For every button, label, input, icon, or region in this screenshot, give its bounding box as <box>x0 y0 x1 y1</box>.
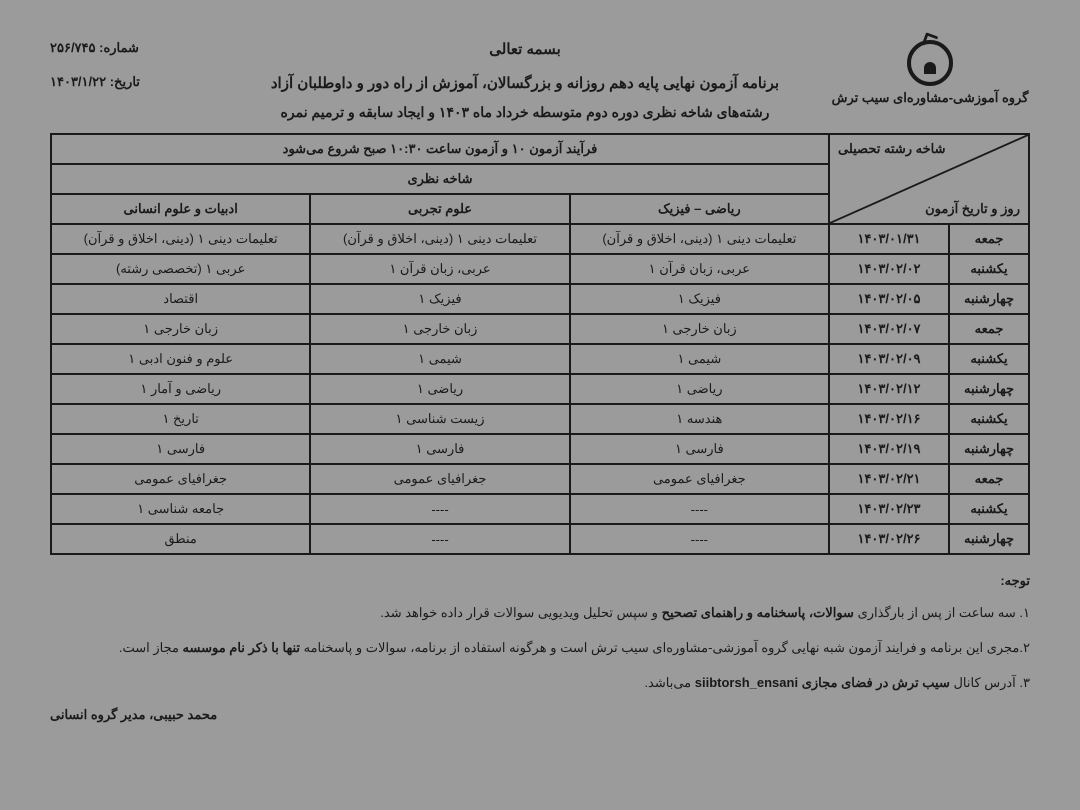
subject-cell: تعلیمات دینی ۱ (دینی، اخلاق و قرآن) <box>570 224 829 254</box>
subject-cell: ---- <box>570 494 829 524</box>
signature: محمد حبیبی، مدیر گروه انسانی <box>50 707 1030 723</box>
institution-name: گروه آموزشی-مشاوره‌ای سیب ترش <box>830 90 1030 106</box>
doc-number: شماره: ۲۵۶/۷۴۵ <box>50 40 220 56</box>
day-cell: چهارشنبه <box>949 524 1029 554</box>
day-cell: چهارشنبه <box>949 434 1029 464</box>
subject-cell: زبان خارجی ۱ <box>51 314 310 344</box>
note-3: ۳. آدرس کانال سیب ترش در فضای مجازی siib… <box>50 673 1030 694</box>
subject-cell: منطق <box>51 524 310 554</box>
logo-block: گروه آموزشی-مشاوره‌ای سیب ترش <box>830 40 1030 106</box>
date-cell: ۱۴۰۳/۰۲/۲۶ <box>829 524 949 554</box>
table-row: جمعه۱۴۰۳/۰۱/۳۱تعلیمات دینی ۱ (دینی، اخلا… <box>51 224 1029 254</box>
date-cell: ۱۴۰۳/۰۲/۲۱ <box>829 464 949 494</box>
day-cell: یکشنبه <box>949 254 1029 284</box>
date-cell: ۱۴۰۳/۰۲/۲۳ <box>829 494 949 524</box>
table-row: یکشنبه۱۴۰۳/۰۲/۰۹شیمی ۱شیمی ۱علوم و فنون … <box>51 344 1029 374</box>
subject-cell: اقتصاد <box>51 284 310 314</box>
subject-cell: زیست شناسی ۱ <box>310 404 569 434</box>
date-cell: ۱۴۰۳/۰۲/۰۹ <box>829 344 949 374</box>
day-cell: چهارشنبه <box>949 284 1029 314</box>
day-cell: جمعه <box>949 314 1029 344</box>
subject-cell: فیزیک ۱ <box>310 284 569 314</box>
table-row: چهارشنبه۱۴۰۳/۰۲/۱۲ریاضی ۱ریاضی ۱ریاضی و … <box>51 374 1029 404</box>
table-row: چهارشنبه۱۴۰۳/۰۲/۰۵فیزیک ۱فیزیک ۱اقتصاد <box>51 284 1029 314</box>
subject-cell: هندسه ۱ <box>570 404 829 434</box>
col-science: علوم تجربی <box>310 194 569 224</box>
notes-title: توجه: <box>50 573 1030 589</box>
subject-cell: جغرافیای عمومی <box>570 464 829 494</box>
table-row: چهارشنبه۱۴۰۳/۰۲/۱۹فارسی ۱فارسی ۱فارسی ۱ <box>51 434 1029 464</box>
date-cell: ۱۴۰۳/۰۲/۰۲ <box>829 254 949 284</box>
subject-cell: جامعه شناسی ۱ <box>51 494 310 524</box>
diag-bottom-label: روز و تاریخ آزمون <box>925 201 1020 217</box>
table-row: چهارشنبه۱۴۰۳/۰۲/۲۶--------منطق <box>51 524 1029 554</box>
date-cell: ۱۴۰۳/۰۲/۱۲ <box>829 374 949 404</box>
day-cell: جمعه <box>949 224 1029 254</box>
subject-cell: شیمی ۱ <box>570 344 829 374</box>
meta-block: شماره: ۲۵۶/۷۴۵ تاریخ: ۱۴۰۳/۱/۲۲ <box>50 40 220 108</box>
col-humanities: ادبیات و علوم انسانی <box>51 194 310 224</box>
subject-cell: ریاضی و آمار ۱ <box>51 374 310 404</box>
note-1: ۱. سه ساعت از پس از بارگذاری سوالات، پاس… <box>50 603 1030 624</box>
table-row: جمعه۱۴۰۳/۰۲/۰۷زبان خارجی ۱زبان خارجی ۱زب… <box>51 314 1029 344</box>
day-cell: جمعه <box>949 464 1029 494</box>
document-header: گروه آموزشی-مشاوره‌ای سیب ترش بسمه تعالی… <box>50 40 1030 121</box>
date-cell: ۱۴۰۳/۰۲/۱۶ <box>829 404 949 434</box>
subject-cell: ---- <box>310 494 569 524</box>
subject-cell: زبان خارجی ۱ <box>570 314 829 344</box>
table-row: یکشنبه۱۴۰۳/۰۲/۱۶هندسه ۱زیست شناسی ۱تاریخ… <box>51 404 1029 434</box>
subject-cell: تعلیمات دینی ۱ (دینی، اخلاق و قرآن) <box>310 224 569 254</box>
subject-cell: تاریخ ۱ <box>51 404 310 434</box>
subject-cell: تعلیمات دینی ۱ (دینی، اخلاق و قرآن) <box>51 224 310 254</box>
exam-schedule-table: شاخه رشته تحصیلی روز و تاریخ آزمون فرآین… <box>50 133 1030 555</box>
subject-cell: زبان خارجی ۱ <box>310 314 569 344</box>
diagonal-header: شاخه رشته تحصیلی روز و تاریخ آزمون <box>829 134 1029 224</box>
subject-cell: فیزیک ۱ <box>570 284 829 314</box>
subject-cell: فارسی ۱ <box>51 434 310 464</box>
date-cell: ۱۴۰۳/۰۲/۱۹ <box>829 434 949 464</box>
branch-header: شاخه نظری <box>51 164 829 194</box>
sub-title: رشته‌های شاخه نظری دوره دوم متوسطه خرداد… <box>220 104 830 121</box>
date-cell: ۱۴۰۳/۰۱/۳۱ <box>829 224 949 254</box>
table-row: یکشنبه۱۴۰۳/۰۲/۰۲عربی، زبان قرآن ۱عربی، ز… <box>51 254 1029 284</box>
subject-cell: شیمی ۱ <box>310 344 569 374</box>
process-header: فرآیند آزمون ۱۰ و آزمون ساعت ۱۰:۳۰ صبح ش… <box>51 134 829 164</box>
subject-cell: فارسی ۱ <box>310 434 569 464</box>
subject-cell: فارسی ۱ <box>570 434 829 464</box>
subject-cell: ---- <box>310 524 569 554</box>
subject-cell: علوم و فنون ادبی ۱ <box>51 344 310 374</box>
bismillah: بسمه تعالی <box>220 40 830 58</box>
table-row: جمعه۱۴۰۳/۰۲/۲۱جغرافیای عمومیجغرافیای عمو… <box>51 464 1029 494</box>
date-cell: ۱۴۰۳/۰۲/۰۷ <box>829 314 949 344</box>
diag-top-label: شاخه رشته تحصیلی <box>838 141 946 157</box>
notes-section: توجه: ۱. سه ساعت از پس از بارگذاری سوالا… <box>50 573 1030 693</box>
table-row: یکشنبه۱۴۰۳/۰۲/۲۳--------جامعه شناسی ۱ <box>51 494 1029 524</box>
subject-cell: عربی، زبان قرآن ۱ <box>570 254 829 284</box>
day-cell: یکشنبه <box>949 404 1029 434</box>
col-math: ریاضی – فیزیک <box>570 194 829 224</box>
subject-cell: عربی ۱ (تخصصی رشته) <box>51 254 310 284</box>
title-block: بسمه تعالی برنامه آزمون نهایی پایه دهم ر… <box>220 40 830 121</box>
main-title: برنامه آزمون نهایی پایه دهم روزانه و بزر… <box>220 74 830 92</box>
subject-cell: عربی، زبان قرآن ۱ <box>310 254 569 284</box>
apple-logo-icon <box>907 40 953 86</box>
subject-cell: جغرافیای عمومی <box>310 464 569 494</box>
doc-date: تاریخ: ۱۴۰۳/۱/۲۲ <box>50 74 220 90</box>
subject-cell: ریاضی ۱ <box>570 374 829 404</box>
day-cell: چهارشنبه <box>949 374 1029 404</box>
day-cell: یکشنبه <box>949 344 1029 374</box>
day-cell: یکشنبه <box>949 494 1029 524</box>
date-cell: ۱۴۰۳/۰۲/۰۵ <box>829 284 949 314</box>
note-2: ۲.مجری این برنامه و فرایند آزمون شبه نها… <box>50 638 1030 659</box>
subject-cell: ---- <box>570 524 829 554</box>
subject-cell: ریاضی ۱ <box>310 374 569 404</box>
subject-cell: جغرافیای عمومی <box>51 464 310 494</box>
